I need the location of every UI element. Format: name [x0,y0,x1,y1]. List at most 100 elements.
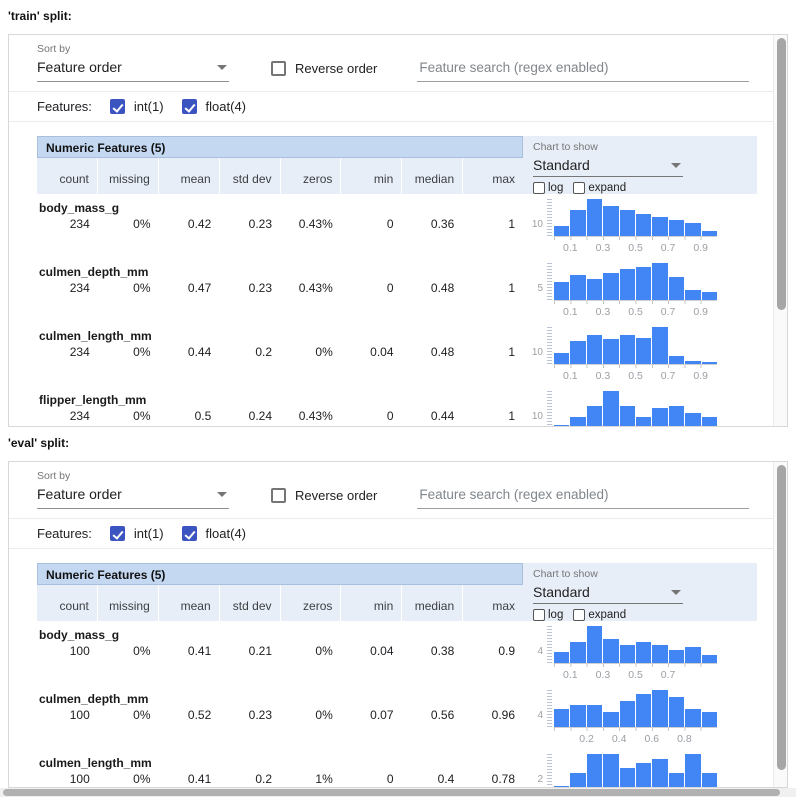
feature-row: culmen_depth_mm 100 0% 0.52 0.23 0% 0.07 0.56 0.… [37,685,523,749]
stat-cell: 234 [69,409,90,423]
expand-checkbox[interactable] [573,182,586,194]
stat-cell: 1 [508,217,515,231]
histogram-bar [570,340,586,364]
table-title: Numeric Features (5) [37,563,523,585]
x-tick-label: 0.2 [579,733,594,745]
histogram-bar [619,335,636,364]
stat-cell: 0.48 [430,281,455,295]
stat-cell: 100 [69,644,90,658]
histogram-bar [685,708,701,727]
reverse-order-checkbox[interactable] [271,488,286,503]
histogram-bar [668,355,685,364]
histogram-bar [554,353,570,364]
horizontal-scrollbar[interactable] [0,788,796,797]
column-header: max [462,158,523,194]
sort-by-value: Feature order [37,59,122,75]
feature-name: culmen_depth_mm [39,265,149,279]
histogram-bar [586,335,603,364]
x-axis-ticks [554,664,717,667]
histogram-bar [570,704,586,727]
histogram-bar [636,417,652,426]
histogram-bar [619,701,636,727]
int-features-checkbox[interactable] [109,99,125,114]
chart-to-show-dropdown[interactable]: Standard [533,583,683,604]
x-tick-label: 0.8 [677,733,692,745]
feature-search-input[interactable] [417,60,750,82]
scrollbar-thumb[interactable] [776,465,786,770]
stat-cell: 0.21 [248,644,272,658]
stat-cell: 1 [508,281,515,295]
feature-stats: 100 0% 0.52 0.23 0% 0.07 0.56 0.96 [37,708,523,722]
vertical-scrollbar[interactable] [773,462,787,787]
y-axis-ticks [547,199,552,237]
feature-name: flipper_length_mm [39,393,147,407]
y-axis-ticks [547,690,552,728]
histogram-bar [554,425,570,426]
x-axis-ticks [554,728,717,731]
stat-cell: 0.52 [187,708,212,722]
histogram-bar [668,697,685,727]
float-features-checkbox[interactable] [181,99,197,114]
int-features-label: int(1) [133,526,164,541]
histogram-bar [586,405,603,426]
histogram-bar [652,408,668,426]
scrollbar-thumb[interactable] [3,789,780,796]
column-header: median [401,585,462,621]
histogram-bar [668,772,685,787]
stat-cell: 0.38 [430,644,455,658]
stat-cell: 0.2 [255,772,272,786]
histogram-bars [554,327,718,365]
feature-histogram: 4 0.2 0.4 0.6 0.8 [523,685,757,749]
histogram-bar [652,758,668,787]
x-axis-labels: 0.1 0.3 0.5 0.7 0.9 [554,368,717,382]
scrollbar-thumb[interactable] [776,38,786,310]
chart-controls: Chart to show Standard log expand [523,563,757,621]
column-header: mean [157,158,219,194]
histogram-bar [701,655,718,663]
log-checkbox[interactable] [533,182,545,194]
train-split-title: 'train' split: [8,9,72,23]
stat-cell: 0.56 [430,708,455,722]
vertical-scrollbar[interactable] [773,35,787,426]
x-tick-label: 0.7 [660,370,676,382]
stat-cell: 0.43% [298,409,333,423]
x-tick-label: 0.7 [660,306,676,318]
chevron-down-icon [217,491,227,497]
x-axis-labels: 0.2 0.4 0.6 0.8 [554,731,717,745]
x-tick-label: 0.5 [628,669,643,681]
column-header: missing [96,158,158,194]
feature-search-input[interactable] [417,487,750,509]
y-axis-label: 4 [537,710,543,721]
feature-row: culmen_length_mm 234 0% 0.44 0.2 0% 0.04 0.48 1 [37,322,523,386]
sort-by-dropdown[interactable]: Feature order [37,58,229,82]
histogram-bar [586,704,603,727]
stat-cell: 0.96 [491,708,515,722]
feature-stats: 234 0% 0.5 0.24 0.43% 0 0.44 1 [37,409,523,423]
chart-to-show-dropdown[interactable]: Standard [533,156,683,177]
column-header: std dev [218,158,280,194]
numeric-features-table: Numeric Features (5) count missing mean … [37,563,523,787]
feature-name: culmen_depth_mm [39,692,149,706]
histogram-bar [636,763,652,787]
histogram-bar [554,226,570,236]
stat-cell: 0% [133,281,151,295]
x-axis-labels: 0.1 0.3 0.5 0.7 0.9 [554,240,717,254]
column-header: missing [96,585,158,621]
log-checkbox[interactable] [533,609,545,621]
histogram-plot: 0.10.30.50.70.9 [554,391,718,426]
y-axis-ticks [547,391,552,426]
reverse-order-checkbox[interactable] [271,61,286,76]
y-axis-ticks [547,263,552,301]
sort-by-dropdown[interactable]: Feature order [37,485,229,509]
stat-cell: 0 [386,409,394,423]
float-features-checkbox[interactable] [181,526,197,541]
int-features-checkbox[interactable] [109,526,125,541]
expand-checkbox[interactable] [573,609,586,621]
histogram-bar [652,690,668,727]
stat-cell: 0% [133,345,151,359]
chart-controls: Chart to show Standard log expand [523,136,757,194]
stat-cell: 0% [133,772,151,786]
stat-cell: 0.44 [187,345,212,359]
histogram-bar [603,712,619,727]
histogram-bars [554,626,718,664]
